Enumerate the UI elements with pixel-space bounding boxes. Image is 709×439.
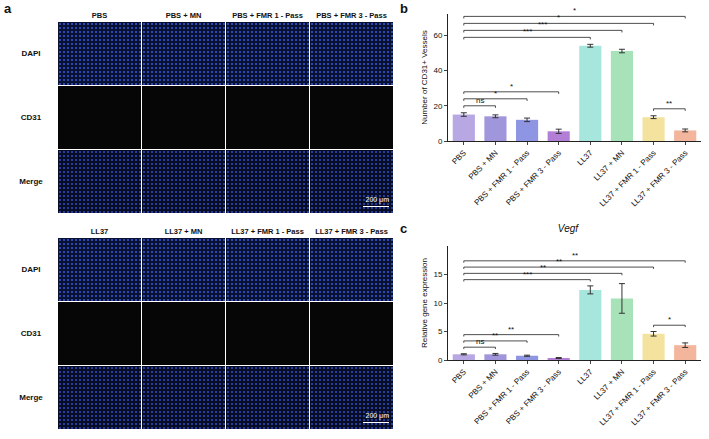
svg-text:***: ***: [523, 270, 532, 279]
svg-text:20: 20: [433, 102, 442, 111]
svg-text:Relative gene expression: Relative gene expression: [420, 258, 429, 348]
svg-text:Vegf: Vegf: [558, 223, 579, 234]
html-text:DAPI: DAPI: [21, 265, 41, 274]
html-text:c: c: [400, 221, 408, 236]
svg-text:**: **: [492, 331, 498, 340]
svg-text:0: 0: [438, 356, 443, 365]
svg-text:PBS + FMR 3 - Pass: PBS + FMR 3 - Pass: [504, 148, 563, 207]
svg-text:15: 15: [433, 270, 442, 279]
html-text:PBS: PBS: [91, 11, 108, 20]
svg-text:LL37: LL37: [576, 148, 595, 167]
html-text:LL37 + FMR 1 - Pass: LL37 + FMR 1 - Pass: [231, 227, 304, 236]
html-text:PBS + MN: PBS + MN: [165, 11, 202, 20]
svg-text:LL37 + MN: LL37 + MN: [592, 148, 626, 182]
svg-text:ns: ns: [476, 337, 484, 346]
html-text:DAPI: DAPI: [21, 49, 41, 58]
svg-text:**: **: [572, 251, 578, 260]
svg-text:*: *: [557, 13, 560, 22]
svg-text:**: **: [508, 325, 514, 334]
svg-text:PBS + FMR 1 - Pass: PBS + FMR 1 - Pass: [473, 148, 532, 207]
svg-text:40: 40: [433, 66, 442, 75]
svg-text:10: 10: [433, 299, 442, 308]
svg-text:***: ***: [523, 27, 532, 36]
svg-text:PBS + FMR 3 - Pass: PBS + FMR 3 - Pass: [504, 367, 563, 426]
html-text:LL37 + MN: LL37 + MN: [164, 227, 203, 236]
svg-text:PBS: PBS: [450, 367, 468, 385]
html-text:Merge: Merge: [19, 393, 43, 402]
html-text:PBS + FMR 3 - Pass: PBS + FMR 3 - Pass: [316, 11, 387, 20]
svg-text:5: 5: [438, 327, 443, 336]
html-text:CD31: CD31: [20, 329, 42, 338]
html-text:PBS + FMR 1 - Pass: PBS + FMR 1 - Pass: [232, 11, 303, 20]
svg-text:***: ***: [538, 20, 547, 29]
svg-text:**: **: [540, 263, 546, 272]
svg-text:LL37: LL37: [576, 367, 595, 386]
svg-text:Number of CD31+ Vessels: Number of CD31+ Vessels: [420, 30, 429, 125]
svg-text:**: **: [666, 99, 672, 108]
svg-text:PBS + MN: PBS + MN: [467, 367, 500, 400]
html-text:200 μm: 200 μm: [365, 412, 389, 419]
svg-text:60: 60: [433, 31, 442, 40]
svg-text:*: *: [668, 315, 671, 324]
svg-text:*: *: [494, 89, 497, 98]
svg-text:PBS: PBS: [450, 148, 468, 166]
svg-text:LL37 + FMR 1 - Pass: LL37 + FMR 1 - Pass: [598, 367, 658, 427]
svg-text:**: **: [556, 257, 562, 266]
svg-text:LL37 + FMR 1 - Pass: LL37 + FMR 1 - Pass: [598, 148, 658, 208]
svg-text:LL37 + FMR 3 - Pass: LL37 + FMR 3 - Pass: [629, 367, 689, 427]
html-text:b: b: [400, 1, 408, 16]
svg-text:LL37 + FMR 3 - Pass: LL37 + FMR 3 - Pass: [629, 148, 689, 208]
html-text:200 μm: 200 μm: [365, 196, 389, 203]
svg-text:ns: ns: [476, 96, 484, 105]
html-text:LL37: LL37: [90, 227, 109, 236]
html-text:Merge: Merge: [19, 177, 43, 186]
svg-text:0: 0: [438, 137, 443, 146]
svg-text:LL37 + MN: LL37 + MN: [592, 367, 626, 401]
svg-text:PBS + MN: PBS + MN: [467, 148, 500, 181]
svg-text:*: *: [510, 82, 513, 91]
svg-text:PBS + FMR 1 - Pass: PBS + FMR 1 - Pass: [473, 367, 532, 426]
html-text:CD31: CD31: [20, 113, 42, 122]
svg-text:*: *: [573, 6, 576, 15]
html-text:LL37 + FMR 3 - Pass: LL37 + FMR 3 - Pass: [315, 227, 388, 236]
html-text:a: a: [4, 1, 12, 16]
